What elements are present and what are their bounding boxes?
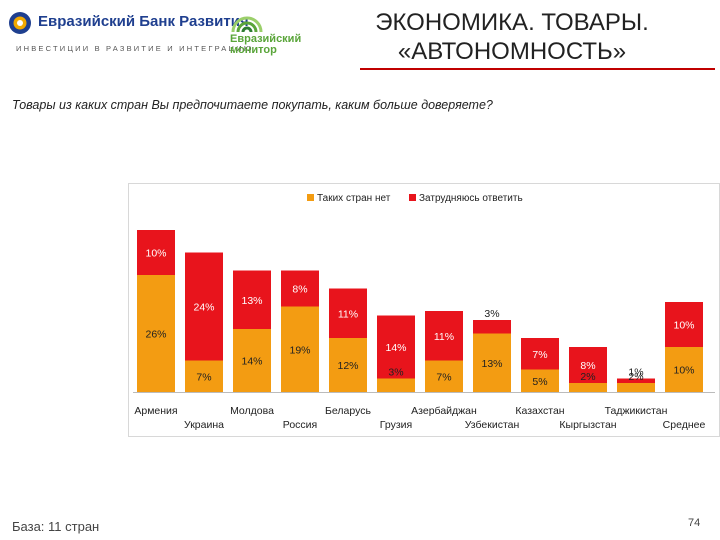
data-label-no-such-countries: 12% [337,360,358,372]
data-label-no-such-countries: 14% [241,356,262,368]
page-title-line2: «АВТОНОМНОСТЬ» [397,38,627,65]
monitor-logo-line2: монитор [230,44,277,56]
data-label-hard-to-answer: 8% [292,284,307,296]
data-label-hard-to-answer: 10% [673,320,694,332]
bar-no-such-countries [185,360,223,392]
survey-question: Товары из каких стран Вы предпочитаете п… [12,98,493,112]
x-tick-label: Армения [134,405,177,417]
x-tick-label: Таджикистан [605,405,668,417]
data-label-hard-to-answer: 8% [580,360,595,372]
legend-label: Затрудняюсь ответить [419,193,523,204]
data-label-no-such-countries: 7% [436,371,451,383]
bar-hard-to-answer [233,270,271,329]
data-label-hard-to-answer: 7% [532,349,547,361]
bar-no-such-countries [377,378,415,392]
stacked-bar-chart: Таких стран нет Затрудняюсь ответить 26% 10… [133,193,715,431]
footer-base: База: 11 стран [12,519,100,534]
data-label-hard-to-answer: 3% [484,308,499,320]
data-label-no-such-countries: 2% [628,371,643,383]
bar-hard-to-answer [665,302,703,347]
data-label-no-such-countries: 5% [532,376,547,388]
data-label-no-such-countries: 3% [388,367,403,379]
monitor-logo-line1: Евразийский [230,33,302,45]
bar-hard-to-answer [185,252,223,361]
x-tick-label: Казахстан [515,405,564,417]
data-label-hard-to-answer: 11% [434,331,454,343]
legend-swatch [409,194,416,201]
data-label-no-such-countries: 13% [481,358,502,370]
bar-hard-to-answer [473,320,511,334]
x-tick-label: Среднее [663,419,706,431]
bar-hard-to-answer [617,378,655,383]
page-title-line1: ЭКОНОМИКА. ТОВАРЫ. [375,9,649,36]
bar-hard-to-answer [377,315,415,379]
x-tick-label: Азербайджан [411,405,477,417]
data-label-hard-to-answer: 14% [385,342,406,354]
bar-no-such-countries [569,383,607,392]
x-tick-label: Россия [283,419,317,431]
x-tick-label: Молдова [230,405,274,417]
bar-hard-to-answer [569,347,607,383]
bar-hard-to-answer [137,230,175,275]
bank-logo: Евразийский Банк Развития ИНВЕСТИЦИИ В Р… [8,8,251,58]
data-label-no-such-countries: 2% [580,371,595,383]
bank-logo-icon [9,12,31,34]
header-divider [360,68,715,70]
x-tick-label: Украина [184,419,224,431]
page-title: ЭКОНОМИКА. ТОВАРЫ. «АВТОНОМНОСТЬ» [322,8,702,66]
bar-no-such-countries [473,333,511,392]
bar-no-such-countries [281,306,319,392]
data-label-no-such-countries: 7% [196,371,211,383]
page-number: 74 [688,517,701,529]
bar-no-such-countries [665,347,703,392]
chart-panel: Таких стран нет Затрудняюсь ответить 26% 10… [128,183,720,437]
bar-no-such-countries [137,275,175,392]
bar-no-such-countries [617,383,655,392]
data-label-hard-to-answer: 10% [145,248,166,260]
monitor-logo: Евразийский монитор [230,10,340,58]
bar-hard-to-answer [281,270,319,307]
legend-label: Таких стран нет [317,193,391,204]
data-label-no-such-countries: 26% [145,329,166,341]
x-tick-label: Беларусь [325,405,371,417]
x-tick-label: Узбекистан [465,419,520,431]
data-label-no-such-countries: 10% [673,365,694,377]
bar-no-such-countries [521,369,559,392]
bank-logo-tagline: ИНВЕСТИЦИИ В РАЗВИТИЕ И ИНТЕГРАЦИЮ [16,44,254,53]
rainbow-icon [231,16,263,33]
data-label-no-such-countries: 19% [289,344,310,356]
bar-hard-to-answer [329,288,367,338]
data-label-hard-to-answer: 13% [241,295,262,307]
bank-logo-name: Евразийский Банк Развития [38,13,249,30]
x-tick-label: Грузия [380,419,412,431]
bar-hard-to-answer [521,338,559,370]
bar-no-such-countries [329,338,367,392]
data-label-hard-to-answer: 1% [628,367,643,379]
data-label-hard-to-answer: 11% [338,308,358,320]
data-label-hard-to-answer: 24% [193,302,214,314]
x-tick-label: Кыргызстан [559,419,616,431]
bar-no-such-countries [233,329,271,392]
bar-no-such-countries [425,360,463,392]
legend-swatch [307,194,314,201]
bar-hard-to-answer [425,311,463,361]
